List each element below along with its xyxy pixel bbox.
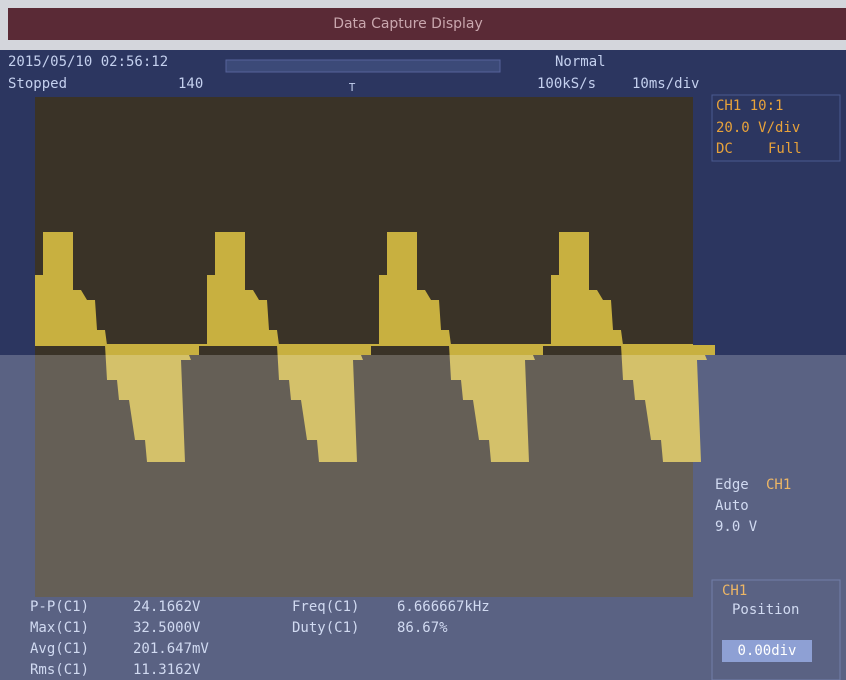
mode: Normal [555, 54, 606, 70]
trigger-type: Edge [715, 477, 749, 493]
channel-bandwidth: Full [768, 141, 802, 157]
channel-name: CH1 10:1 [716, 98, 783, 114]
measurement-label: P-P(C1) [30, 599, 89, 615]
position-box[interactable] [711, 579, 841, 680]
dip [701, 345, 715, 355]
trigger-marker: T [349, 81, 356, 94]
dip [185, 345, 199, 355]
measurement-label: Duty(C1) [292, 620, 359, 636]
memory-bar [225, 59, 501, 73]
measurement-label: Rms(C1) [30, 662, 89, 678]
trigger-mode: Auto [715, 498, 749, 514]
measurement-value: 6.666667kHz [397, 599, 490, 615]
dip [529, 345, 543, 355]
positive-burst [551, 232, 623, 345]
window-title: Data Capture Display [333, 16, 483, 32]
channel-coupling: DC [716, 141, 733, 157]
position-value[interactable]: 0.00div [737, 643, 796, 659]
position-channel: CH1 [722, 583, 747, 599]
position-label: Position [732, 602, 799, 618]
state: Stopped [8, 76, 67, 92]
datetime: 2015/05/10 02:56:12 [8, 54, 168, 70]
photo-glare [0, 355, 846, 680]
negative-burst [621, 345, 707, 462]
positive-burst [207, 232, 279, 345]
position-field[interactable] [722, 640, 812, 662]
waveform [35, 232, 715, 462]
trigger-level: 9.0 V [715, 519, 758, 535]
measurement-value: 24.1662V [133, 599, 201, 615]
measurement-value: 201.647mV [133, 641, 209, 657]
channel-scale: 20.0 V/div [716, 120, 800, 136]
count: 140 [178, 76, 203, 92]
measurement-label: Max(C1) [30, 620, 89, 636]
measurement-value: 86.67% [397, 620, 448, 636]
measurement-value: 11.3162V [133, 662, 201, 678]
negative-burst [277, 345, 363, 462]
sample-rate: 100kS/s [537, 76, 596, 92]
measurement-label: Freq(C1) [292, 599, 359, 615]
positive-burst [35, 232, 107, 345]
timebase: 10ms/div [632, 76, 699, 92]
positive-burst [379, 232, 451, 345]
dip [357, 345, 371, 355]
trigger-source: CH1 [766, 477, 791, 493]
title-bar [8, 8, 846, 40]
channel-box [711, 94, 841, 162]
measurement-value: 32.5000V [133, 620, 201, 636]
negative-burst [449, 345, 535, 462]
measurement-label: Avg(C1) [30, 641, 89, 657]
negative-burst [105, 345, 191, 462]
